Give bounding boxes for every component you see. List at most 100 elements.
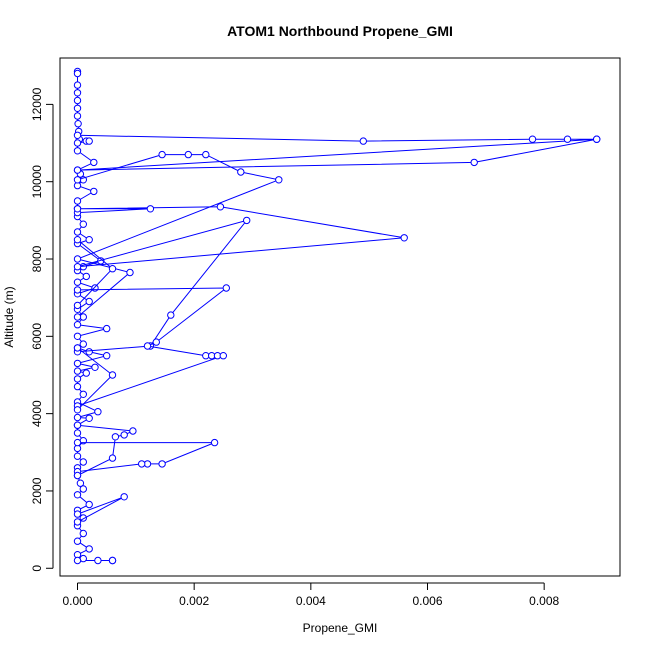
data-point (73, 321, 82, 329)
data-point (73, 413, 82, 422)
y-tick-label: 12000 (30, 87, 44, 121)
data-point (73, 263, 82, 271)
data-series (73, 344, 117, 414)
data-point (85, 348, 93, 356)
data-point (73, 332, 82, 340)
data-point (210, 438, 219, 447)
data-point (237, 168, 245, 176)
data-point (73, 491, 82, 499)
data-point (73, 406, 82, 414)
data-series (73, 236, 117, 310)
data-point (73, 236, 82, 244)
data-point (79, 220, 88, 228)
data-point (158, 150, 166, 159)
data-point (73, 313, 82, 321)
data-point (73, 452, 82, 460)
data-point (126, 268, 134, 277)
chart-title: ATOM1 Northbound Propene_GMI (227, 23, 453, 39)
data-series (73, 67, 117, 565)
data-point (90, 187, 98, 196)
data-point (111, 433, 120, 441)
data-point (216, 203, 225, 211)
data-point (85, 236, 93, 244)
y-tick-label: 10000 (30, 165, 44, 199)
data-series (73, 150, 283, 321)
data-point (73, 556, 82, 565)
data-series (73, 438, 219, 476)
y-tick-label: 6000 (30, 323, 44, 350)
data-point (73, 421, 82, 429)
x-tick-label: 0.006 (412, 594, 442, 608)
data-point (94, 408, 102, 416)
data-point (73, 205, 82, 213)
data-series (73, 493, 128, 526)
y-axis-label: Altitude (m) (2, 286, 16, 347)
data-series (73, 284, 231, 410)
data-point (73, 228, 82, 236)
data-series (73, 421, 137, 480)
data-point (73, 471, 82, 480)
series-line (77, 424, 135, 476)
data-point (73, 344, 82, 352)
data-point (73, 96, 82, 105)
data-point (219, 352, 228, 360)
data-point (202, 150, 210, 159)
data-point (74, 120, 82, 128)
data-point (76, 479, 85, 487)
data-point (359, 137, 367, 145)
data-point (79, 458, 88, 466)
data-point (73, 518, 82, 526)
data-point (73, 166, 82, 174)
data-point (103, 352, 111, 360)
data-point (73, 89, 82, 97)
x-tick-label: 0.008 (529, 594, 559, 608)
data-point (152, 338, 161, 346)
data-point (167, 311, 175, 319)
x-tick-label: 0.004 (296, 594, 326, 608)
data-point (73, 429, 82, 437)
series-line (77, 442, 215, 473)
data-point (79, 390, 88, 398)
data-point (73, 301, 82, 310)
data-point (108, 265, 117, 273)
data-point (563, 135, 572, 143)
data-point (73, 367, 82, 375)
data-point (73, 510, 82, 518)
data-point (73, 537, 82, 545)
x-tick-label: 0.002 (179, 594, 209, 608)
data-point (73, 382, 82, 391)
data-point (73, 176, 82, 184)
data-point (120, 431, 128, 439)
data-point (85, 500, 93, 509)
data-point (85, 297, 93, 306)
series-layer (73, 67, 601, 565)
data-point (73, 286, 82, 294)
data-point (528, 135, 537, 143)
series-line (75, 154, 281, 318)
data-point (593, 135, 601, 143)
y-tick-label: 0 (30, 565, 44, 572)
series-line (77, 239, 114, 306)
data-point (73, 255, 82, 263)
data-point (222, 284, 231, 292)
data-point (108, 556, 117, 565)
data-point (243, 216, 251, 225)
data-point (73, 375, 82, 383)
data-point (400, 234, 408, 242)
data-point (73, 81, 82, 89)
data-point (90, 158, 98, 167)
data-point (108, 371, 117, 379)
data-point (73, 139, 82, 147)
data-point (79, 485, 88, 493)
data-point (91, 284, 99, 292)
data-point (91, 363, 99, 371)
y-tick-label: 4000 (30, 400, 44, 427)
data-point (73, 359, 82, 368)
data-point (138, 460, 146, 468)
series-line (77, 134, 597, 171)
y-tick-label: 8000 (30, 245, 44, 272)
data-point (73, 438, 82, 447)
data-point (146, 205, 155, 213)
data-point (143, 342, 152, 350)
